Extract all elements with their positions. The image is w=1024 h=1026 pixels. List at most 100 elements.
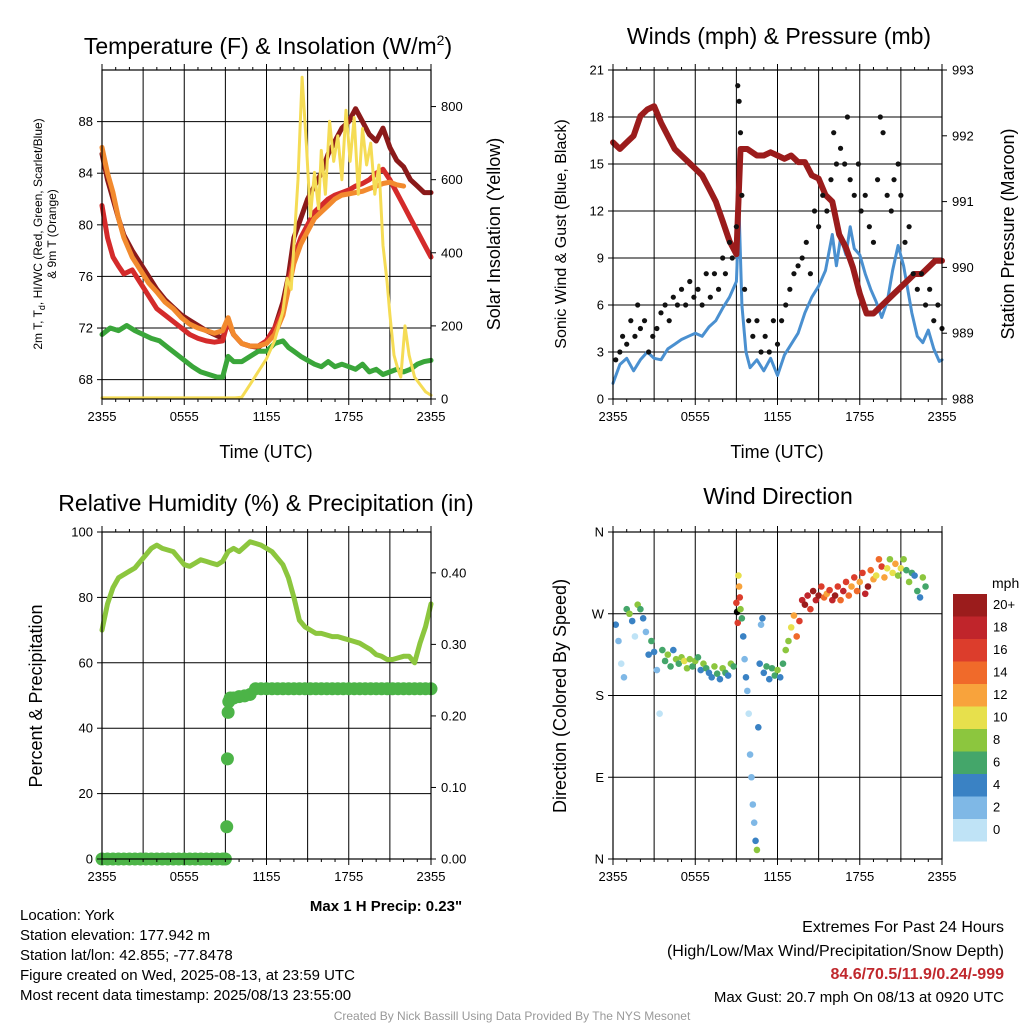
direction-point — [752, 837, 759, 845]
y2-tick-label: 200 — [441, 318, 463, 333]
series-line-0 — [99, 539, 434, 666]
direction-point — [881, 574, 888, 581]
wind-panel: Winds (mph) & Pressure (mb) 0 3 6 9 12 15 18 21… — [553, 23, 1018, 462]
wind-series — [610, 83, 945, 385]
humidity-y-ticks: 0 20 40 60 80 100 — [71, 525, 102, 867]
direction-point — [645, 651, 652, 658]
legend-swatch — [953, 796, 987, 819]
temperature-y-ticks: 68 72 76 80 84 88 — [79, 114, 102, 387]
pressure-y-ticks: 988 989 990 991 992 993 — [942, 63, 974, 407]
data-point — [884, 192, 890, 198]
data-point — [695, 286, 701, 292]
data-point — [828, 177, 834, 183]
data-point — [722, 271, 729, 277]
legend-label: 0 — [993, 822, 1000, 837]
data-point — [729, 255, 735, 261]
direction-point — [757, 621, 765, 628]
direction-point — [793, 633, 800, 640]
direction-point — [661, 657, 669, 665]
legend-label: 14 — [993, 665, 1007, 680]
direction-point — [853, 587, 861, 595]
data-point — [935, 302, 941, 308]
legend-label: 12 — [993, 687, 1007, 702]
y-tick-label: 80 — [79, 590, 93, 605]
data-point — [666, 318, 672, 324]
data-point — [791, 271, 797, 277]
direction-point — [922, 583, 929, 590]
data-point — [699, 302, 705, 308]
direction-point — [782, 646, 790, 654]
direction-point — [867, 566, 875, 574]
y-tick-label: 0 — [86, 852, 93, 867]
max-precip-annotation: Max 1 H Precip: 0.23" — [310, 898, 462, 915]
y2-tick-label: 991 — [952, 194, 974, 209]
direction-point — [845, 592, 853, 599]
direction-point — [738, 614, 746, 622]
direction-point — [639, 614, 647, 622]
data-point — [733, 224, 739, 230]
direction-point — [628, 617, 636, 625]
direction-point — [776, 674, 784, 681]
direction-point — [670, 646, 677, 654]
data-point — [758, 349, 764, 355]
direction-point — [653, 666, 661, 674]
data-point — [691, 294, 697, 300]
data-point — [895, 161, 901, 167]
y-tick-label: 15 — [590, 157, 604, 172]
direction-point — [742, 674, 750, 681]
y-tick-label: 80 — [79, 217, 93, 232]
direction-point — [759, 614, 766, 622]
recent-timestamp: Most recent data timestamp: 2025/08/13 2… — [20, 987, 352, 1004]
direction-point — [897, 565, 905, 572]
direction-point — [872, 572, 880, 579]
data-point — [870, 239, 877, 245]
data-point — [662, 302, 668, 308]
direction-point — [735, 572, 742, 579]
direction-point — [834, 583, 842, 590]
x-tick-label: 1755 — [845, 409, 874, 424]
data-point — [774, 341, 781, 347]
direction-point — [848, 583, 855, 590]
data-point — [750, 333, 756, 339]
direction-point — [694, 654, 702, 661]
data-point — [898, 192, 904, 198]
data-point — [851, 192, 857, 198]
data-point — [888, 208, 894, 214]
direction-point — [737, 605, 744, 613]
x-tick-label: 2355 — [417, 869, 446, 884]
x-tick-label: 2355 — [88, 869, 117, 884]
data-point — [687, 278, 693, 285]
data-point — [624, 341, 630, 347]
y-tick-label: 6 — [597, 298, 604, 313]
data-point — [746, 318, 752, 324]
data-point — [720, 255, 726, 261]
y-tick-label: N — [595, 852, 604, 867]
direction-point — [768, 664, 776, 672]
wind-y-ticks: 0 3 6 9 12 15 18 21 — [590, 63, 613, 407]
direction-point — [815, 592, 822, 599]
direction-x-ticks: 2355 0555 1155 1755 2355 — [599, 526, 956, 884]
legend-swatch — [953, 684, 987, 707]
y-tick-label: E — [595, 770, 604, 785]
direction-point — [905, 578, 913, 586]
direction-point — [642, 628, 650, 636]
humidity-grid — [102, 532, 431, 859]
y2-tick-label: 0.00 — [441, 852, 466, 867]
direction-point — [748, 773, 755, 781]
direction-point — [753, 846, 761, 854]
y-tick-label: 84 — [79, 166, 93, 181]
direction-point — [617, 660, 625, 668]
x-tick-label: 0555 — [170, 869, 199, 884]
direction-point — [734, 619, 742, 627]
temperature-title: Temperature (F) & Insolation (W/m2) — [84, 32, 452, 59]
x-tick-label: 0555 — [681, 409, 710, 424]
direction-point — [914, 587, 921, 595]
station-elevation: Station elevation: 177.942 m — [20, 927, 211, 944]
data-point — [220, 820, 234, 834]
direction-point — [861, 590, 869, 598]
data-point — [927, 286, 933, 292]
legend-title: mph — [992, 575, 1019, 591]
data-point — [635, 302, 641, 308]
x-tick-label: 1755 — [334, 869, 363, 884]
y-tick-label: N — [595, 525, 604, 540]
